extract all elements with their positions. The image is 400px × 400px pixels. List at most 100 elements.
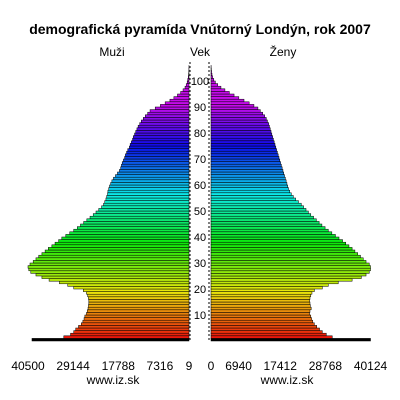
females-label: Ženy — [270, 44, 297, 59]
female-bar — [210, 262, 370, 266]
male-axis-tick-label: 17788 — [102, 359, 136, 373]
female-bar — [210, 169, 284, 173]
male-bar — [104, 200, 190, 204]
female-bar — [210, 137, 274, 142]
female-bar — [210, 143, 276, 147]
male-bar — [70, 332, 190, 337]
female-bar — [210, 275, 362, 279]
female-bar — [210, 330, 323, 334]
female-bar — [210, 148, 277, 152]
female-bar — [210, 127, 271, 131]
male-bar — [132, 137, 190, 142]
female-bar — [210, 91, 230, 95]
age-tick-label: 10 — [194, 310, 206, 322]
female-bar — [210, 85, 222, 90]
female-bar — [210, 174, 285, 178]
male-bar — [141, 119, 190, 123]
female-bar — [210, 234, 336, 238]
male-bar — [83, 288, 190, 292]
female-bar — [210, 221, 320, 225]
male-bar — [86, 218, 190, 222]
female-bar — [210, 176, 286, 181]
male-bar — [177, 93, 190, 97]
age-tick-label: 50 — [194, 206, 206, 218]
male-bar — [111, 179, 190, 183]
female-bar — [210, 332, 327, 337]
female-bar — [210, 278, 353, 282]
male-bar — [92, 213, 190, 217]
male-bar — [185, 83, 190, 87]
male-bar — [131, 140, 190, 144]
female-bar — [210, 150, 278, 155]
female-bar — [210, 135, 273, 139]
male-bar — [133, 135, 190, 139]
male-bar — [87, 306, 190, 311]
male-bar — [29, 262, 190, 266]
male-bar — [129, 143, 190, 147]
female-bar — [210, 119, 268, 123]
female-bar — [210, 236, 340, 240]
female-bar — [210, 273, 367, 277]
female-bar — [210, 122, 269, 126]
male-bar — [48, 247, 190, 251]
male-bar — [44, 249, 190, 253]
female-bar — [210, 309, 311, 313]
female-bar — [210, 80, 216, 84]
female-bar — [210, 299, 310, 303]
female-bar — [210, 280, 339, 285]
male-bar — [129, 145, 190, 149]
female-bar — [210, 179, 287, 183]
male-axis-tick-label: 9 — [186, 359, 193, 373]
female-bar — [210, 296, 311, 300]
female-bar — [210, 257, 364, 261]
male-bar — [73, 286, 190, 290]
female-bar — [210, 153, 279, 157]
female-bar — [210, 335, 333, 339]
female-bar — [210, 111, 263, 116]
female-axis-tick-label: 6940 — [225, 359, 252, 373]
female-bar — [210, 283, 329, 287]
age-axis: 10 20 30 40 50 60 70 80 90 100 — [189, 62, 210, 341]
male-bar — [86, 312, 190, 316]
female-bar — [210, 106, 259, 110]
female-bar — [210, 304, 311, 308]
female-bar — [210, 182, 288, 186]
male-bar — [136, 127, 190, 131]
female-bar — [210, 75, 213, 79]
male-bar — [143, 117, 190, 121]
male-bar — [84, 314, 190, 318]
female-bar — [210, 301, 311, 305]
female-axis-tick-label: 28768 — [309, 359, 343, 373]
female-bar — [210, 270, 370, 274]
male-bar — [98, 208, 190, 212]
male-bar — [121, 163, 190, 168]
male-bar — [51, 244, 190, 248]
male-bar — [35, 257, 190, 261]
male-bar — [115, 174, 190, 178]
male-bar — [117, 171, 190, 175]
male-bar — [103, 202, 190, 207]
female-bar — [210, 205, 304, 209]
female-bar — [210, 189, 290, 194]
male-bar — [87, 293, 190, 298]
male-bar — [160, 104, 190, 108]
male-bar — [59, 280, 190, 285]
male-bar — [73, 228, 190, 233]
male-bar — [54, 241, 190, 246]
female-bar — [210, 171, 284, 175]
male-bar — [126, 150, 190, 155]
female-bar — [210, 101, 250, 105]
male-bar — [121, 161, 190, 165]
female-bar — [210, 145, 277, 149]
female-bar — [210, 338, 371, 342]
female-bar — [210, 218, 317, 222]
watermark-left: www.iz.sk — [86, 373, 141, 387]
male-bar — [173, 96, 190, 100]
female-bar — [210, 286, 323, 290]
female-bar — [210, 327, 320, 331]
age-tick-label: 80 — [194, 128, 206, 140]
male-bar — [41, 252, 190, 256]
female-bar — [210, 239, 343, 243]
female-bar — [210, 228, 329, 233]
